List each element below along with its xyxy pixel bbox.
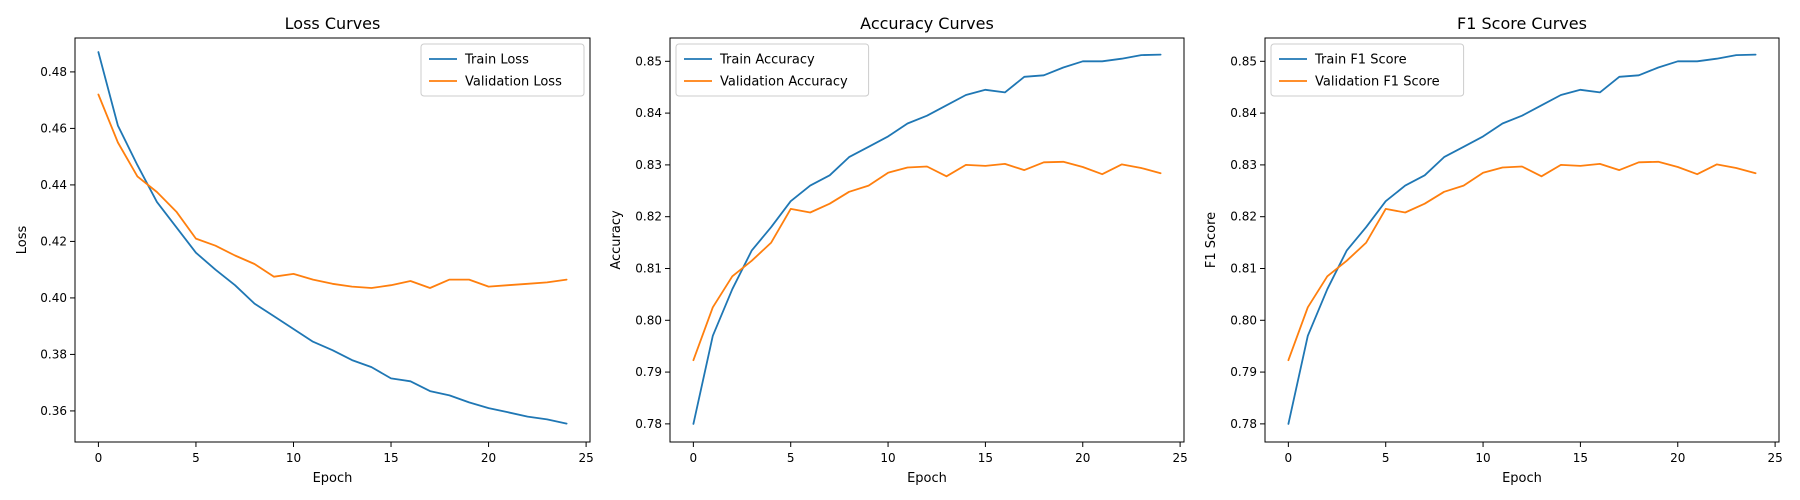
chart-title: F1 Score Curves bbox=[1457, 14, 1587, 33]
y-tick-label: 0.81 bbox=[1230, 261, 1257, 275]
series-lines bbox=[97, 51, 568, 425]
y-tick-label: 0.44 bbox=[40, 178, 67, 192]
x-tick-label: 0 bbox=[690, 451, 698, 465]
series-lines bbox=[692, 53, 1162, 425]
chart-title: Loss Curves bbox=[285, 14, 381, 33]
y-tick-label: 0.82 bbox=[635, 210, 662, 224]
x-tick-label: 10 bbox=[1475, 451, 1490, 465]
y-tick-label: 0.79 bbox=[635, 365, 662, 379]
loss-chart: Loss Curves 0 5 10 15 20 25 0.36 0.38 0.40 0.42 0.… bbox=[15, 14, 594, 486]
y-tick-label: 0.78 bbox=[1230, 417, 1257, 431]
legend: Train Loss Validation Loss bbox=[420, 43, 585, 97]
x-tick-label: 0 bbox=[1285, 451, 1293, 465]
y-tick-label: 0.81 bbox=[635, 261, 662, 275]
x-axis-label: Epoch bbox=[907, 471, 947, 486]
x-tick-label: 25 bbox=[1767, 451, 1782, 465]
y-tick-label: 0.38 bbox=[40, 347, 67, 361]
plot-frame bbox=[1264, 37, 1780, 443]
x-tick-label: 15 bbox=[978, 451, 993, 465]
x-tick-label: 25 bbox=[578, 451, 593, 465]
y-tick-label: 0.80 bbox=[1230, 313, 1257, 327]
x-tick-label: 5 bbox=[192, 451, 200, 465]
x-axis-label: Epoch bbox=[313, 471, 353, 486]
axis-ticks: 0 5 10 15 20 25 0.78 0.79 0.80 0.81 0.82 0.83 0.84 0.… bbox=[635, 54, 1187, 465]
y-tick-label: 0.84 bbox=[1230, 106, 1257, 120]
y-tick-label: 0.85 bbox=[1230, 54, 1257, 68]
y-axis-label: Loss bbox=[15, 226, 30, 255]
x-tick-label: 5 bbox=[787, 451, 795, 465]
x-tick-label: 15 bbox=[383, 451, 398, 465]
x-tick-label: 15 bbox=[1573, 451, 1588, 465]
y-tick-label: 0.40 bbox=[40, 291, 67, 305]
y-tick-label: 0.85 bbox=[635, 54, 662, 68]
legend: Train F1 Score Validation F1 Score bbox=[1270, 43, 1465, 97]
series-line-train-accuracy bbox=[692, 53, 1162, 425]
f1-score-chart: F1 Score Curves 0 5 10 15 20 25 0.78 0.79 0.80 0.… bbox=[1204, 14, 1783, 486]
x-tick-label: 10 bbox=[880, 451, 895, 465]
x-tick-label: 20 bbox=[1670, 451, 1685, 465]
y-tick-label: 0.48 bbox=[40, 65, 67, 79]
legend-entry: Train Accuracy bbox=[719, 53, 815, 68]
y-tick-label: 0.78 bbox=[635, 417, 662, 431]
plot-frame bbox=[669, 37, 1185, 443]
legend-entry: Train Loss bbox=[464, 53, 529, 68]
x-tick-label: 5 bbox=[1382, 451, 1390, 465]
y-tick-label: 0.82 bbox=[1230, 210, 1257, 224]
series-line-validation-loss bbox=[97, 93, 568, 289]
x-axis-label: Epoch bbox=[1502, 471, 1542, 486]
y-tick-label: 0.80 bbox=[635, 313, 662, 327]
legend-box bbox=[1270, 43, 1465, 97]
y-tick-label: 0.79 bbox=[1230, 365, 1257, 379]
x-tick-label: 20 bbox=[481, 451, 496, 465]
x-tick-label: 0 bbox=[95, 451, 103, 465]
legend-entry: Validation Accuracy bbox=[720, 75, 848, 90]
series-line-train-loss bbox=[97, 51, 568, 425]
chart-title: Accuracy Curves bbox=[860, 14, 994, 33]
x-tick-label: 20 bbox=[1075, 451, 1090, 465]
plot-frame bbox=[74, 37, 591, 443]
series-lines bbox=[1287, 53, 1757, 425]
axis-ticks: 0 5 10 15 20 25 0.36 0.38 0.40 0.42 0.44 0.46 0.48 bbox=[40, 65, 593, 465]
y-axis-label: F1 Score bbox=[1204, 212, 1219, 268]
legend-entry: Train F1 Score bbox=[1314, 53, 1407, 68]
axis-ticks: 0 5 10 15 20 25 0.78 0.79 0.80 0.81 0.82 0.83 0.84 0.… bbox=[1230, 54, 1782, 465]
series-line-validation-f1-score bbox=[1287, 160, 1757, 362]
y-tick-label: 0.42 bbox=[40, 234, 67, 248]
legend-entry: Validation F1 Score bbox=[1315, 75, 1440, 90]
legend-entry: Validation Loss bbox=[465, 75, 562, 90]
legend-box bbox=[675, 43, 870, 97]
series-line-validation-accuracy bbox=[692, 160, 1162, 362]
x-tick-label: 10 bbox=[286, 451, 301, 465]
y-axis-label: Accuracy bbox=[609, 210, 624, 270]
y-tick-label: 0.36 bbox=[40, 404, 67, 418]
y-tick-label: 0.46 bbox=[40, 121, 67, 135]
y-tick-label: 0.83 bbox=[1230, 158, 1257, 172]
y-tick-label: 0.83 bbox=[635, 158, 662, 172]
series-line-train-f1-score bbox=[1287, 53, 1757, 425]
legend: Train Accuracy Validation Accuracy bbox=[675, 43, 870, 97]
legend-box bbox=[420, 43, 585, 97]
accuracy-chart: Accuracy Curves 0 5 10 15 20 25 0.78 0.79 0.80 0.… bbox=[609, 14, 1188, 486]
y-tick-label: 0.84 bbox=[635, 106, 662, 120]
x-tick-label: 25 bbox=[1172, 451, 1187, 465]
